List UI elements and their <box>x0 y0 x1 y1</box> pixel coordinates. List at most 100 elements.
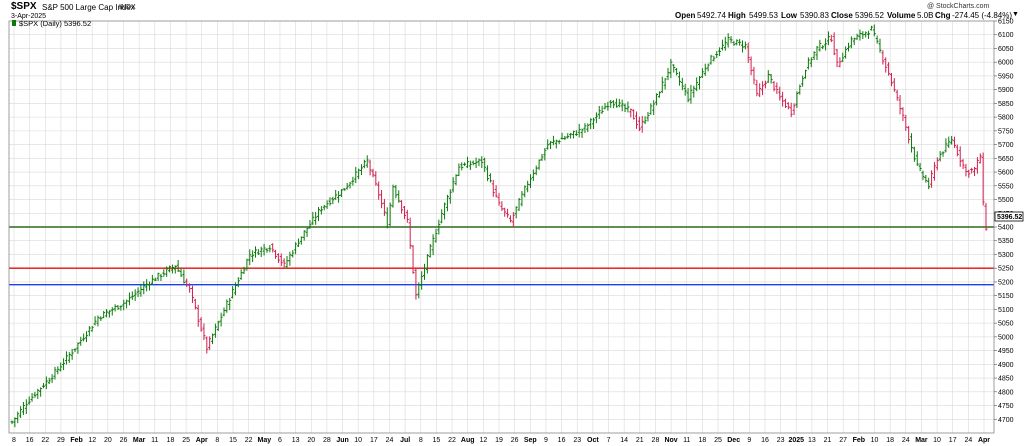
ohlc-bar <box>735 39 739 46</box>
ohlc-bar <box>82 333 86 342</box>
ohlc-bar <box>815 46 819 61</box>
ohlc-bar <box>884 57 888 73</box>
ohlc-bar <box>233 282 237 296</box>
ohlc-bar <box>686 88 690 103</box>
x-tick-label: Oct <box>587 437 599 444</box>
ohlc-bar <box>500 201 504 212</box>
ohlc-bar <box>208 336 212 350</box>
ohlc-bar <box>620 99 624 112</box>
ohlc-bar <box>812 51 816 61</box>
ohlc-bar <box>202 323 206 341</box>
ohlc-bars <box>10 24 988 428</box>
ohlc-bar <box>786 102 790 110</box>
ohlc-bar <box>761 81 765 96</box>
y-tick-label: 4750 <box>998 403 1014 410</box>
ohlc-bar <box>265 248 269 253</box>
x-tick-label: 10 <box>354 437 362 444</box>
ohlc-bar <box>752 66 756 85</box>
ohlc-bar <box>44 376 48 390</box>
x-tick-label: Sep <box>524 437 537 444</box>
ohlc-bar <box>402 205 406 220</box>
ohlc-bar <box>423 263 427 280</box>
ohlc-bar <box>755 80 759 97</box>
ohlc-bar <box>460 162 464 171</box>
ohlc-bar <box>560 132 564 140</box>
ohlc-bar <box>136 287 140 297</box>
ohlc-bar <box>216 320 220 331</box>
symbol-ticker: $SPX <box>11 1 37 12</box>
x-tick-label: 12 <box>479 437 487 444</box>
ohlc-bar <box>205 336 209 354</box>
ohlc-bar <box>76 342 80 354</box>
ohlc-bar <box>930 170 934 188</box>
ohlc-bar <box>824 38 828 51</box>
ohlc-bar <box>563 135 567 141</box>
ohlc-bar <box>480 156 484 169</box>
ohlc-bar <box>858 29 862 41</box>
x-tick-label: 8 <box>215 437 219 444</box>
ohlc-bar <box>299 236 303 245</box>
ohlc-bar <box>213 323 217 338</box>
date-axis: 8 16 22 29 Feb 12 20 26 Mar 11 18 25 Apr 8 15 22 May 6 13 2… <box>12 437 990 444</box>
ohlc-bar <box>898 95 902 115</box>
ohlc-bar <box>156 272 160 281</box>
ohlc-bar <box>10 420 14 425</box>
ohlc-bar <box>720 39 724 51</box>
y-tick-label: 6050 <box>998 46 1014 53</box>
ohlc-bar <box>96 315 100 327</box>
ohlc-bar <box>783 98 787 109</box>
ohlc-bar <box>660 76 664 94</box>
ohlc-bar <box>365 155 369 168</box>
x-tick-label: 18 <box>886 437 894 444</box>
ohlc-bar <box>669 58 673 79</box>
ohlc-bar <box>337 191 341 203</box>
x-tick-label: 18 <box>167 437 175 444</box>
y-tick-label: 5150 <box>998 293 1014 300</box>
ohlc-bar <box>193 298 197 310</box>
x-tick-label: 14 <box>620 437 628 444</box>
x-tick-label: 28 <box>323 437 331 444</box>
ohlc-bar <box>454 174 458 186</box>
ohlc-bar <box>440 209 444 224</box>
ohlc-bar <box>428 243 432 258</box>
legend-text: $SPX (Daily) 5396.52 <box>19 19 91 28</box>
ohlc-bar <box>503 207 507 217</box>
x-tick-label: Apr <box>196 437 208 444</box>
ohlc-bar <box>262 243 266 256</box>
change-label: Chg <box>935 11 951 20</box>
ohlc-bar <box>251 250 255 263</box>
ohlc-bar <box>36 388 40 400</box>
ohlc-bar <box>62 358 66 371</box>
x-tick-label: 8 <box>12 437 16 444</box>
ohlc-bar <box>958 146 962 167</box>
ohlc-bar <box>832 32 836 56</box>
caret-down-icon[interactable]: ▼ <box>1012 11 1019 18</box>
ohlc-bar <box>677 71 681 86</box>
ohlc-bar <box>700 68 704 78</box>
ohlc-bar <box>778 86 782 101</box>
ohlc-bar <box>872 24 876 37</box>
ohlc-bar <box>431 234 435 256</box>
x-tick-label: 19 <box>495 437 503 444</box>
ohlc-bar <box>314 211 318 225</box>
ohlc-bar <box>663 78 667 90</box>
ohlc-bar <box>417 282 421 299</box>
ohlc-bar <box>729 36 733 44</box>
ohlc-bar <box>892 78 896 92</box>
ohlc-bar <box>494 185 498 198</box>
x-tick-label: 10 <box>933 437 941 444</box>
x-tick-label: 10 <box>871 437 879 444</box>
x-tick-label: 16 <box>26 437 34 444</box>
ohlc-bar <box>357 168 361 180</box>
y-tick-label: 4700 <box>998 417 1014 424</box>
ohlc-bar <box>222 307 226 317</box>
ohlc-bar <box>56 366 60 375</box>
x-tick-label: Aug <box>461 437 475 444</box>
y-tick-label: 5100 <box>998 307 1014 314</box>
ohlc-bar <box>188 283 192 293</box>
ohlc-bar <box>927 177 931 190</box>
x-tick-label: Mar <box>133 437 146 444</box>
x-tick-label: Nov <box>664 437 677 444</box>
ohlc-bar <box>471 160 475 166</box>
